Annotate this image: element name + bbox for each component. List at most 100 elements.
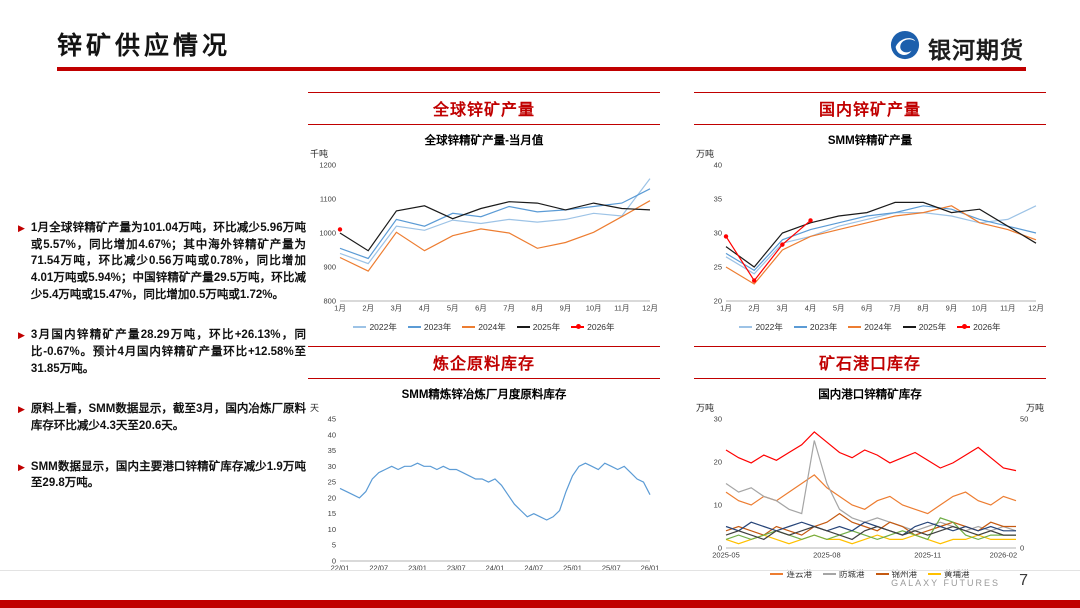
- plot-svg: 20 25 30 35 40 1月 2月 3月 4月 5月 6月 7月 8月 9月 10月 11月 12月: [714, 161, 1044, 313]
- svg-text:20: 20: [328, 493, 336, 502]
- svg-text:25/07: 25/07: [602, 564, 621, 573]
- section-title: 全球锌矿产量: [308, 92, 660, 125]
- bullet-arrow-icon: ▶: [18, 461, 25, 472]
- svg-text:2026-02: 2026-02: [990, 551, 1018, 560]
- plot-svg: 800 900 1000 1100 1200 1月 2月 3月 4月 5月 6月 7月 8月 9月 10月 1…: [319, 161, 658, 313]
- footer-brand: GALAXY FUTURES: [891, 578, 1000, 588]
- svg-text:30: 30: [714, 415, 722, 424]
- legend-item: 2024年: [462, 321, 506, 333]
- bullet-arrow-icon: ▶: [18, 223, 25, 233]
- svg-text:3月: 3月: [777, 304, 789, 313]
- svg-text:1月: 1月: [334, 304, 346, 313]
- svg-text:23/07: 23/07: [447, 564, 466, 573]
- svg-text:6月: 6月: [861, 304, 873, 313]
- svg-text:50: 50: [1020, 415, 1028, 424]
- section-title: 矿石港口库存: [694, 346, 1046, 379]
- svg-text:900: 900: [323, 263, 336, 272]
- chart-title: SMM精炼锌冶炼厂月度原料库存: [401, 389, 567, 401]
- svg-text:30: 30: [328, 462, 336, 471]
- svg-text:5: 5: [332, 541, 336, 550]
- svg-text:800: 800: [323, 297, 336, 306]
- bullet-item: ▶ 3月国内锌精矿产量28.29万吨，环比+26.13%，同比-0.67%。预计…: [18, 327, 306, 377]
- svg-text:12月: 12月: [642, 304, 658, 313]
- svg-text:22/07: 22/07: [369, 564, 388, 573]
- svg-text:0: 0: [718, 544, 722, 553]
- legend-item: 锦州港: [875, 568, 917, 580]
- svg-text:1月: 1月: [720, 304, 732, 313]
- svg-text:20: 20: [714, 297, 722, 306]
- page-number: 7: [1019, 572, 1028, 589]
- svg-text:24/07: 24/07: [524, 564, 543, 573]
- svg-text:0: 0: [1020, 544, 1024, 553]
- svg-text:25: 25: [328, 478, 336, 487]
- section-global-zinc-output: 全球锌矿产量 全球锌精矿产量-当月值 千吨 800 900 1000 1100 1200 1月…: [308, 92, 660, 333]
- svg-text:30: 30: [714, 229, 722, 238]
- svg-text:10: 10: [714, 501, 722, 510]
- axis-unit-left: 万吨: [696, 149, 715, 159]
- legend-item: 黄埔港: [928, 568, 970, 580]
- svg-text:9月: 9月: [560, 304, 572, 313]
- chart-title: 国内港口锌精矿库存: [818, 389, 922, 401]
- svg-text:20: 20: [714, 458, 722, 467]
- bullet-text: 原料上看，SMM数据显示，截至3月，国内冶炼厂原料库存环比减少4.3天至20.6…: [30, 403, 306, 433]
- bullet-item: ▶ 原料上看，SMM数据显示，截至3月，国内冶炼厂原料库存环比减少4.3天至20…: [18, 401, 306, 434]
- svg-text:2025-05: 2025-05: [712, 551, 740, 560]
- svg-text:25/01: 25/01: [563, 564, 582, 573]
- svg-text:11月: 11月: [1000, 304, 1015, 313]
- legend-item: 2022年: [739, 321, 783, 333]
- chart-legend: 2022年 2023年 2024年 2025年 2026年: [308, 320, 660, 333]
- bullet-text: SMM数据显示，国内主要港口锌精矿库存减少1.9万吨至29.8万吨。: [30, 460, 306, 490]
- svg-text:35: 35: [328, 446, 336, 455]
- svg-text:40: 40: [714, 161, 722, 170]
- svg-text:26/01: 26/01: [641, 564, 660, 573]
- svg-text:2月: 2月: [362, 304, 374, 313]
- legend-item: 防城港: [822, 568, 865, 580]
- svg-text:4月: 4月: [805, 304, 817, 313]
- legend-item: 2023年: [793, 321, 837, 333]
- svg-text:7月: 7月: [503, 304, 515, 313]
- section-domestic-zinc-output: 国内锌矿产量 SMM锌精矿产量 万吨 20 25 30 35 40 1月 2月 3月 4月 5月 6月 7…: [694, 92, 1046, 333]
- section-port-ore-inventory: 矿石港口库存 国内港口锌精矿库存万吨 万吨 0 10 20 30 0 50 2025-05 202…: [694, 346, 1046, 580]
- logo-text: 银河期货: [928, 36, 1024, 63]
- legend-item: 2026年: [957, 321, 1001, 333]
- chart-legend: 连云港 防城港 锦州港 黄埔港: [694, 567, 1046, 580]
- plot-svg: 0 5 10 15 20 25 30 35 40 45 22/01 22/07 23/01 23/07 24…: [328, 415, 660, 573]
- svg-text:10月: 10月: [586, 304, 602, 313]
- axis-unit-right: 万吨: [1025, 403, 1044, 413]
- svg-text:45: 45: [328, 415, 336, 424]
- svg-text:40: 40: [328, 430, 336, 439]
- axis-unit-left: 万吨: [696, 403, 715, 413]
- legend-item: 连云港: [770, 568, 812, 580]
- section-title: 炼企原料库存: [308, 346, 660, 379]
- page-title: 锌矿供应情况: [57, 32, 232, 60]
- legend-item: 2022年: [353, 321, 397, 333]
- chart-smelter-raw-material-inventory-days: SMM精炼锌冶炼厂月度原料库存天 0 5 10 15 20 25 30 35 40 45 22/01 2…: [308, 387, 660, 577]
- svg-text:6月: 6月: [475, 304, 487, 313]
- galaxy-logo-icon: [890, 30, 920, 65]
- svg-text:1000: 1000: [319, 229, 336, 238]
- commentary-panel: ▶ 1月全球锌精矿产量为101.04万吨，环比减少5.96万吨或5.57%，同比…: [18, 220, 306, 492]
- charts-grid: 全球锌矿产量 全球锌精矿产量-当月值 千吨 800 900 1000 1100 1200 1月…: [308, 92, 1046, 580]
- chart-global-zinc-concentrate-production: 全球锌精矿产量-当月值 千吨 800 900 1000 1100 1200 1月 2月 3月 4月 5…: [308, 133, 660, 333]
- svg-text:25: 25: [714, 263, 722, 272]
- bullet-arrow-icon: ▶: [18, 330, 25, 341]
- svg-text:23/01: 23/01: [408, 564, 427, 573]
- legend-item: 2026年: [571, 321, 615, 333]
- footer-divider: [0, 570, 1080, 571]
- svg-text:2月: 2月: [748, 304, 760, 313]
- svg-text:9月: 9月: [946, 304, 958, 313]
- chart-title: 全球锌精矿产量-当月值: [424, 135, 544, 147]
- chart-title: SMM锌精矿产量: [827, 135, 913, 147]
- svg-text:3月: 3月: [391, 304, 403, 313]
- axis-unit-left: 千吨: [310, 149, 329, 159]
- svg-text:22/01: 22/01: [331, 564, 350, 573]
- legend-item: 2025年: [516, 321, 560, 333]
- chart-smm-zinc-concentrate-production: SMM锌精矿产量 万吨 20 25 30 35 40 1月 2月 3月 4月 5月 6月 7月 8月 9月 10…: [694, 133, 1046, 333]
- svg-text:7月: 7月: [889, 304, 901, 313]
- section-smelter-raw-material-inventory: 炼企原料库存 SMM精炼锌冶炼厂月度原料库存天 0 5 10 15 20 25 30 35 40 4…: [308, 346, 660, 577]
- svg-text:4月: 4月: [419, 304, 431, 313]
- svg-text:0: 0: [332, 557, 336, 566]
- svg-text:15: 15: [328, 509, 336, 518]
- svg-text:1100: 1100: [320, 195, 336, 204]
